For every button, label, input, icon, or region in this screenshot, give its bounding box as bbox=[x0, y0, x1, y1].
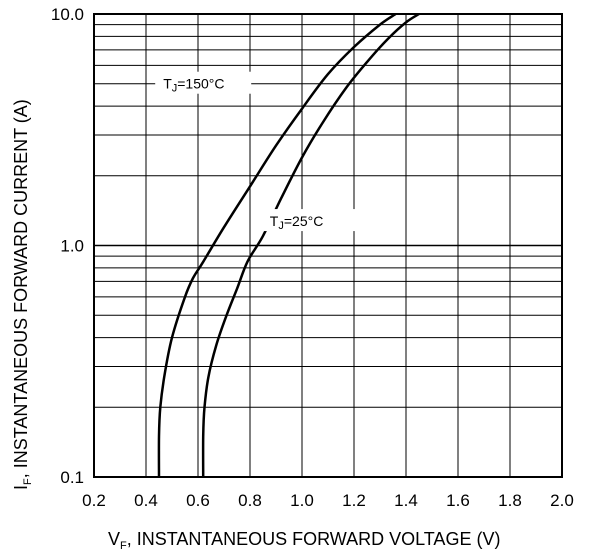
y-axis-title-main: I bbox=[11, 485, 31, 490]
y-tick-label: 1.0 bbox=[60, 237, 84, 256]
series-label-rest: =25°C bbox=[284, 213, 323, 229]
x-tick-label: 1.6 bbox=[446, 491, 470, 510]
series-line-0 bbox=[157, 12, 397, 478]
x-tick-label: 0.6 bbox=[186, 491, 210, 510]
y-tick-labels: 0.1 1.0 10.0 bbox=[51, 5, 84, 487]
series-label-1: TJ=25°C bbox=[270, 213, 324, 232]
series-label-sub: J bbox=[278, 220, 284, 232]
y-tick-label: 0.1 bbox=[60, 468, 84, 487]
series-label-main: T bbox=[163, 76, 172, 92]
x-tick-label: 0.4 bbox=[134, 491, 158, 510]
series-label-bg bbox=[155, 71, 252, 94]
y-axis-title-sub: F bbox=[22, 478, 34, 485]
x-axis-title-rest: , INSTANTANEOUS FORWARD VOLTAGE (V) bbox=[127, 529, 501, 549]
series-label-0: TJ=150°C bbox=[163, 76, 224, 95]
x-tick-label: 0.2 bbox=[82, 491, 106, 510]
x-tick-label: 1.4 bbox=[394, 491, 418, 510]
x-axis-title-sub: F bbox=[120, 540, 127, 552]
series-labels: TJ=150°CTJ=25°C bbox=[155, 71, 358, 232]
series-label-main: T bbox=[270, 213, 279, 229]
y-tick-label: 10.0 bbox=[51, 5, 84, 24]
x-tick-labels: 0.2 0.4 0.6 0.8 1.0 1.2 1.4 1.6 1.8 2.0 bbox=[82, 491, 574, 510]
y-axis-title: IF, INSTANTANEOUS FORWARD CURRENT (A) bbox=[11, 99, 34, 490]
series-label-rest: =150°C bbox=[177, 76, 224, 92]
series-line-1 bbox=[201, 12, 420, 478]
x-tick-label: 1.2 bbox=[342, 491, 366, 510]
x-tick-label: 0.8 bbox=[238, 491, 262, 510]
series-label-bg bbox=[261, 209, 358, 232]
series-label-sub: J bbox=[172, 83, 178, 95]
x-tick-label: 1.0 bbox=[290, 491, 314, 510]
plot-frame bbox=[93, 13, 563, 478]
x-tick-label: 2.0 bbox=[550, 491, 574, 510]
x-axis-title-main: V bbox=[108, 529, 120, 549]
x-tick-label: 1.8 bbox=[498, 491, 522, 510]
x-axis-title: VF, INSTANTANEOUS FORWARD VOLTAGE (V) bbox=[108, 529, 500, 552]
y-axis-title-rest: , INSTANTANEOUS FORWARD CURRENT (A) bbox=[11, 99, 31, 478]
series-layer bbox=[157, 12, 420, 478]
